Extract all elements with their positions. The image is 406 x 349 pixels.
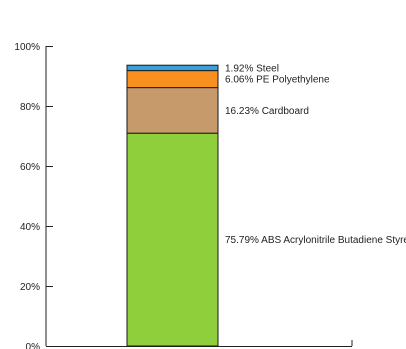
bar-segment bbox=[126, 87, 219, 134]
y-tick-label: 60% bbox=[20, 162, 40, 173]
bar-segment bbox=[126, 64, 219, 72]
segment-label: 16.23% Cardboard bbox=[225, 106, 309, 117]
y-axis: 0% 20% 40% 60% 80% 100% bbox=[14, 42, 53, 349]
y-tick-label: 80% bbox=[20, 102, 40, 113]
y-tick-label: 100% bbox=[14, 42, 40, 53]
segment-label: 1.92% Steel bbox=[225, 63, 279, 74]
stacked-bar bbox=[126, 64, 219, 347]
segment-labels: 75.79% ABS Acrylonitrile Butadiene Styre… bbox=[225, 63, 406, 246]
y-tick-label: 0% bbox=[26, 342, 41, 349]
y-tick-label: 40% bbox=[20, 222, 40, 233]
segment-label: 75.79% ABS Acrylonitrile Butadiene Styre… bbox=[225, 235, 406, 246]
y-tick-label: 20% bbox=[20, 282, 40, 293]
segment-label: 6.06% PE Polyethylene bbox=[225, 75, 330, 86]
bar-segment bbox=[126, 70, 219, 89]
bar-segment bbox=[126, 132, 219, 347]
